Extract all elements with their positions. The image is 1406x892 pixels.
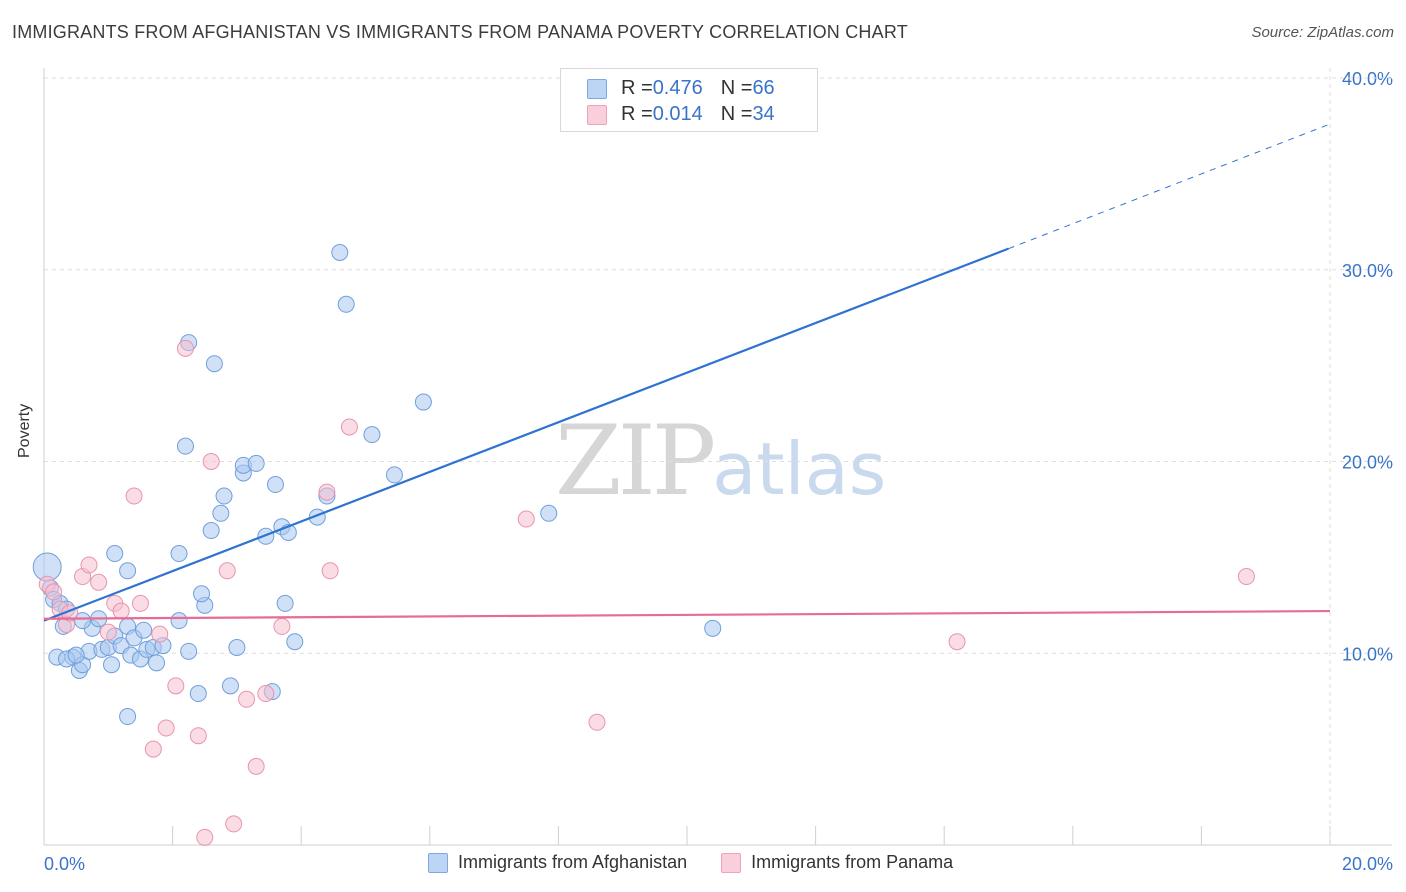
stats-legend: R = 0.476 N = 66 R = 0.014 N = 34 <box>560 68 818 132</box>
legend-item-afghanistan[interactable]: Immigrants from Afghanistan <box>428 852 687 873</box>
afghanistan-point <box>385 466 403 484</box>
panama-point <box>218 562 236 580</box>
panama-point <box>588 713 606 731</box>
afghanistan-point <box>119 708 137 726</box>
panama-point <box>157 719 175 737</box>
panama-swatch <box>587 104 607 125</box>
panama-point <box>321 562 339 580</box>
panama-point <box>90 573 108 591</box>
y-tick-label: 30.0% <box>1342 261 1393 281</box>
panama-point <box>202 453 220 470</box>
panama-point <box>257 685 275 703</box>
afghanistan-point <box>331 243 349 261</box>
afghanistan-point <box>212 504 230 522</box>
panama-n-label: N = <box>720 103 753 125</box>
afghanistan-n-value: 66 <box>752 77 775 99</box>
afghanistan-point <box>221 677 239 695</box>
panama-point <box>948 633 966 651</box>
afghanistan-point <box>276 594 294 612</box>
afghanistan-point <box>74 612 92 630</box>
source-label: Source: ZipAtlas.com <box>1251 24 1394 41</box>
afghanistan-point <box>103 656 121 674</box>
afghanistan-point <box>189 685 207 703</box>
panama-point <box>517 510 535 528</box>
afghanistan-point <box>176 437 194 455</box>
panama-point <box>196 828 214 846</box>
x-tick-label: 0.0% <box>44 854 85 874</box>
afghanistan-point <box>414 393 432 411</box>
panama-point <box>112 602 130 620</box>
afghanistan-legend-swatch <box>428 852 448 873</box>
afghanistan-point <box>247 454 265 472</box>
afghanistan-trend-line <box>43 247 1009 622</box>
panama-r-label: R = <box>621 103 653 125</box>
legend-item-panama[interactable]: Immigrants from Panama <box>721 852 953 873</box>
panama-point <box>238 690 256 708</box>
panama-point <box>1237 568 1255 586</box>
afghanistan-point <box>704 619 722 637</box>
panama-trend-line <box>43 609 1331 620</box>
panama-point <box>189 727 207 745</box>
panama-point <box>273 617 291 635</box>
panama-n-value: 34 <box>752 103 775 125</box>
y-axis-label: Poverty <box>16 403 33 458</box>
y-tick-label: 10.0% <box>1342 644 1393 664</box>
panama-point <box>45 583 63 601</box>
panama-point <box>125 487 143 505</box>
afghanistan-r-value: 0.476 <box>652 77 703 99</box>
afghanistan-point <box>106 545 124 563</box>
panama-point <box>247 757 265 775</box>
afghanistan-point <box>286 633 304 651</box>
afghanistan-point <box>148 654 166 672</box>
afghanistan-legend-label: Immigrants from Afghanistan <box>458 852 688 872</box>
afghanistan-point <box>215 487 233 505</box>
panama-point <box>167 677 185 695</box>
afghanistan-point <box>193 585 211 603</box>
panama-point <box>225 815 243 833</box>
afghanistan-point <box>67 646 85 664</box>
panama-point <box>176 339 194 357</box>
afghanistan-point <box>257 527 275 545</box>
afghanistan-point <box>363 426 381 444</box>
chart-title: IMMIGRANTS FROM AFGHANISTAN VS IMMIGRANT… <box>12 22 908 42</box>
afghanistan-point <box>205 355 223 373</box>
y-tick-label: 20.0% <box>1342 453 1393 473</box>
afghanistan-point <box>170 545 188 563</box>
afghanistan-point <box>170 612 188 630</box>
legend-row-afghanistan: R = 0.476 N = 66 <box>587 77 775 100</box>
legend-row-panama: R = 0.014 N = 34 <box>587 103 775 126</box>
afghanistan-point <box>202 522 220 540</box>
afghanistan-point <box>228 638 246 656</box>
afghanistan-point <box>540 504 558 522</box>
panama-r-value: 0.014 <box>652 103 703 125</box>
x-tick-label: 20.0% <box>1342 854 1393 874</box>
panama-point <box>151 625 169 643</box>
afghanistan-point <box>337 295 355 313</box>
panama-point <box>131 594 149 612</box>
afghanistan-point <box>119 562 137 580</box>
afghanistan-r-label: R = <box>621 77 653 99</box>
panama-point <box>80 556 98 574</box>
panama-point <box>99 623 117 641</box>
series-legend: Immigrants from Afghanistan Immigrants f… <box>428 852 987 873</box>
afghanistan-point <box>266 476 284 494</box>
panama-legend-label: Immigrants from Panama <box>751 852 954 872</box>
y-tick-label: 40.0% <box>1342 69 1393 89</box>
watermark-atlas: atlas <box>712 427 887 511</box>
afghanistan-swatch <box>587 78 607 99</box>
panama-point <box>340 418 358 436</box>
panama-legend-swatch <box>721 852 742 873</box>
afghanistan-trend-extension <box>1008 123 1331 250</box>
panama-point <box>318 483 336 501</box>
afghanistan-point <box>180 642 198 660</box>
afghanistan-point <box>135 621 153 639</box>
panama-point <box>144 740 162 758</box>
afghanistan-n-label: N = <box>720 77 753 99</box>
